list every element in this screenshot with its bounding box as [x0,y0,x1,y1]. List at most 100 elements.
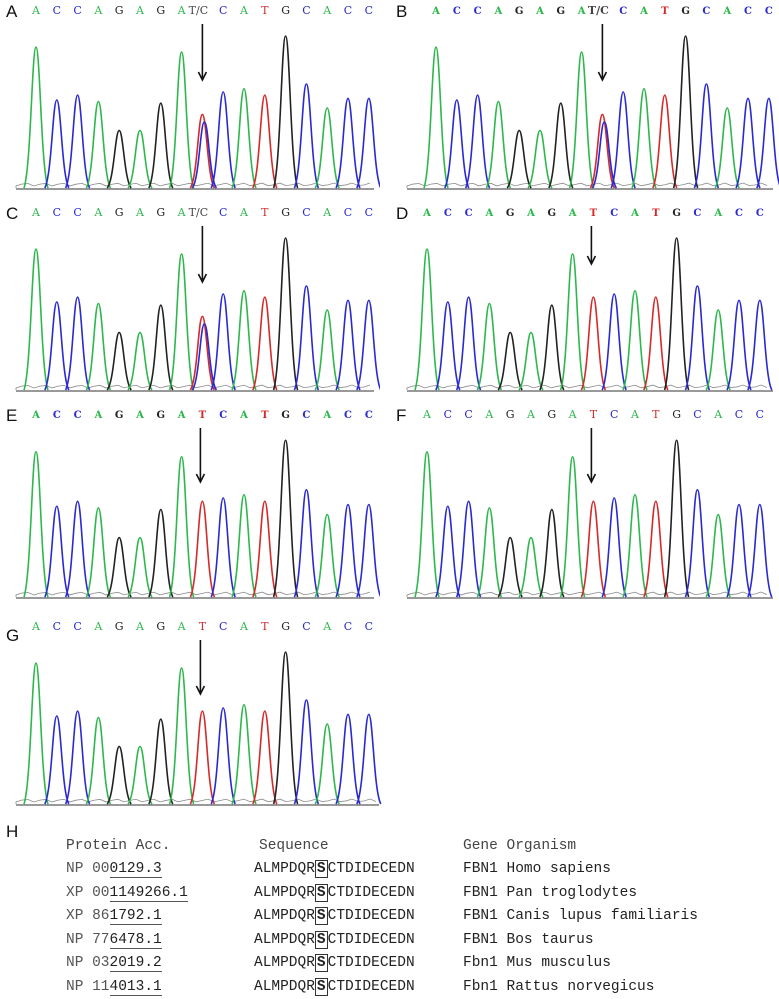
accession-link[interactable]: 1149266.1 [109,884,188,902]
panel-label-g: G [6,626,20,645]
peak-A [127,331,153,391]
peak-A [23,662,49,805]
row-accession[interactable]: NP 000129.3 [66,861,162,878]
base-call: A [31,4,41,17]
base-call: A [31,410,40,421]
base-call: G [115,206,124,219]
mutation-arrow-head [195,685,206,696]
base-call: A [94,410,103,421]
peak-T [580,500,607,598]
base-call: G [281,206,290,219]
panel-label-e: E [6,406,18,425]
base-call: C [702,6,710,17]
base-call: G [281,410,290,421]
peak-G [539,508,565,598]
peak-G [148,718,174,805]
peak-C [610,91,636,189]
peak-A [23,248,49,391]
base-call: C [53,620,61,633]
base-call: T [661,6,669,17]
base-call: C [735,408,743,421]
base-call: A [93,620,103,633]
base-call: A [177,4,187,17]
peak-A [518,536,544,598]
base-call: A [177,206,187,219]
row-accession[interactable]: XP 001149266.1 [66,884,188,902]
base-call: C [619,6,627,17]
peak-C [684,285,711,391]
base-call: A [713,408,723,421]
base-call: C [465,208,473,219]
peak-G [663,439,690,598]
accession-link[interactable]: 4013.1 [109,978,162,996]
peak-C [335,713,361,805]
base-call: C [610,208,618,219]
accession-link[interactable]: 0129.3 [109,861,162,878]
peak-A [414,450,440,598]
base-call: C [464,408,472,421]
alignment-table: H Protein Acc. Sequence Gene Organism NP… [0,816,779,999]
base-call: T [590,208,598,219]
peak-A [705,513,731,598]
base-call: A [31,620,41,633]
accession-prefix: NP 03 [66,955,110,971]
row-accession[interactable]: XP 861792.1 [66,908,162,925]
accession-link[interactable]: 6478.1 [109,931,162,949]
row-sequence: ALMPDQR S CTDIDECEDN [254,907,415,925]
base-call: C [344,410,352,421]
sequence-suffix: CTDIDECEDN [327,955,415,971]
base-call: T [261,4,269,17]
base-call: A [177,410,186,421]
peak-C [726,299,752,391]
peak-C [747,299,773,391]
base-call: G [115,410,124,421]
peak-A [423,46,449,189]
peak-A [168,455,195,598]
chromatogram-c: A C C A G A G A T/C C A T G C A C C [15,206,382,392]
panel-a: A A C C A G A G A T/C C A T G C A C C [0,0,382,200]
row-accession[interactable]: NP 032019.2 [66,955,162,972]
base-call: G [506,208,515,219]
peak-C [64,710,91,805]
base-call: C [365,620,373,633]
sequence-prefix: ALMPDQR [254,931,315,948]
base-call: A [322,410,331,421]
base-call: C [219,620,227,633]
base-call: G [672,208,681,219]
row-accession[interactable]: NP 114013.1 [66,978,162,996]
peak-G [497,331,523,391]
base-call: T [261,410,269,421]
base-call: C [735,208,743,219]
peak-T [189,113,216,189]
peak-A [314,107,340,189]
base-call: A [535,6,544,17]
base-call: G [281,4,290,17]
row-accession[interactable]: NP 776478.1 [66,931,162,949]
base-call: A [713,208,722,219]
conserved-residue: S [314,977,328,996]
base-call: C [302,4,310,17]
conserved-residue: S [314,860,328,878]
accession-link[interactable]: 1792.1 [109,908,162,925]
peak-A [631,87,657,189]
peak-C [44,505,70,598]
mutation-arrow-head [597,71,608,82]
peak-C [444,99,470,189]
base-call: A [31,206,41,219]
base-call: A [135,620,145,633]
peak-A [314,723,340,805]
base-call: G [548,208,557,219]
base-call: G [557,6,566,17]
base-call: C [365,206,373,219]
base-call: A [568,408,578,421]
base-call: C [693,208,701,219]
peak-T [643,500,669,598]
base-call: C [744,6,752,17]
accession-link[interactable]: 2019.2 [109,955,162,972]
base-call: A [135,410,144,421]
